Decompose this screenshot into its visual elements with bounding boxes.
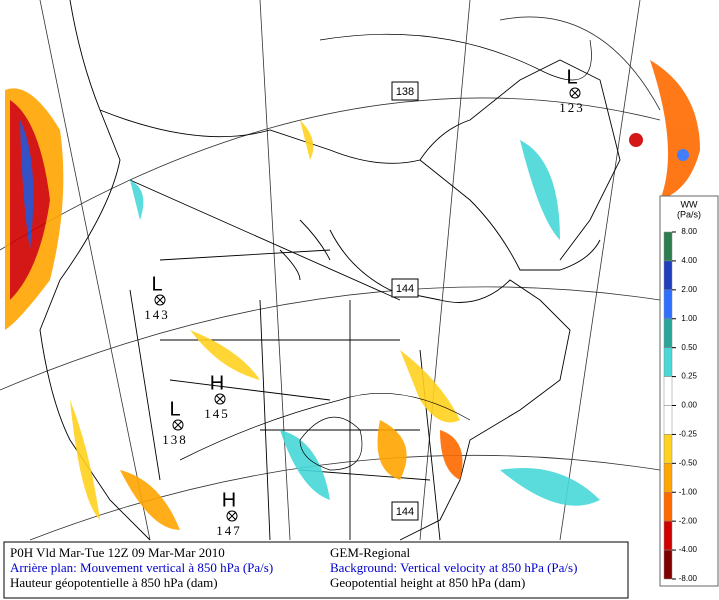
center-value: 147 xyxy=(216,523,242,538)
height-contours xyxy=(179,33,592,471)
legend-label: 0.25 xyxy=(681,372,697,381)
center-symbol: L xyxy=(151,273,162,295)
center-cross xyxy=(155,295,165,305)
center-cross xyxy=(173,420,183,430)
legend-label: -0.50 xyxy=(679,458,698,467)
center-value: 123 xyxy=(559,100,585,115)
legend-label: -2.00 xyxy=(679,516,698,525)
legend-label: 8.00 xyxy=(681,227,697,236)
legend-label: 1.00 xyxy=(681,314,697,323)
graticule xyxy=(0,0,661,541)
legend-band xyxy=(663,231,673,262)
center-cross xyxy=(570,88,580,98)
contour-label: 138 xyxy=(396,86,414,98)
legend-band xyxy=(663,376,673,406)
legend-band xyxy=(663,492,673,522)
contour-label-box xyxy=(391,501,419,521)
legend-label: -8.00 xyxy=(679,574,698,583)
center-value: 138 xyxy=(162,432,188,447)
center-symbol: L xyxy=(566,66,577,88)
legend-title: WW xyxy=(681,199,698,209)
legend-band xyxy=(663,549,673,580)
caption-line: Hauteur géopotentielle à 850 hPa (dam) xyxy=(10,575,218,590)
caption-line: Arrière plan: Mouvement vertical à 850 h… xyxy=(10,560,273,575)
legend-band xyxy=(663,520,673,551)
legend-band xyxy=(663,347,673,377)
caption-line: GEM-Regional xyxy=(330,545,411,560)
legend-label: 2.00 xyxy=(681,285,697,294)
caption-line: Background: Vertical velocity at 850 hPa… xyxy=(330,560,577,575)
caption-line: Geopotential height at 850 hPa (dam) xyxy=(330,575,525,590)
center-value: 145 xyxy=(204,406,230,421)
center-cross xyxy=(227,511,237,521)
legend-band xyxy=(663,405,673,435)
legend-label: -1.00 xyxy=(679,487,698,496)
legend-label: -4.00 xyxy=(679,545,698,554)
legend-band xyxy=(663,318,673,348)
legend-label: 4.00 xyxy=(681,256,697,265)
legend-band xyxy=(663,260,673,291)
legend-label: 0.50 xyxy=(681,343,697,352)
contour-label-box xyxy=(391,81,419,101)
contour-label-box xyxy=(391,278,419,298)
center-symbol: L xyxy=(169,398,180,420)
coastlines xyxy=(39,0,621,541)
legend-unit: (Pa/s) xyxy=(677,209,701,219)
center-symbol: H xyxy=(210,372,224,394)
legend-band xyxy=(663,289,673,320)
caption-box xyxy=(3,541,629,599)
legend-label: 0.00 xyxy=(681,401,697,410)
legend-band xyxy=(663,463,673,493)
contour-label: 144 xyxy=(396,506,414,518)
center-value: 143 xyxy=(144,307,170,322)
caption-line: P0H Vld Mar-Tue 12Z 09 Mar-Mar 2010 xyxy=(10,545,225,560)
center-symbol: H xyxy=(222,489,236,511)
center-cross xyxy=(215,394,225,404)
precip-shading xyxy=(5,60,700,530)
legend-band xyxy=(663,434,673,464)
legend-label: -0.25 xyxy=(679,430,698,439)
contour-label: 144 xyxy=(396,283,414,295)
